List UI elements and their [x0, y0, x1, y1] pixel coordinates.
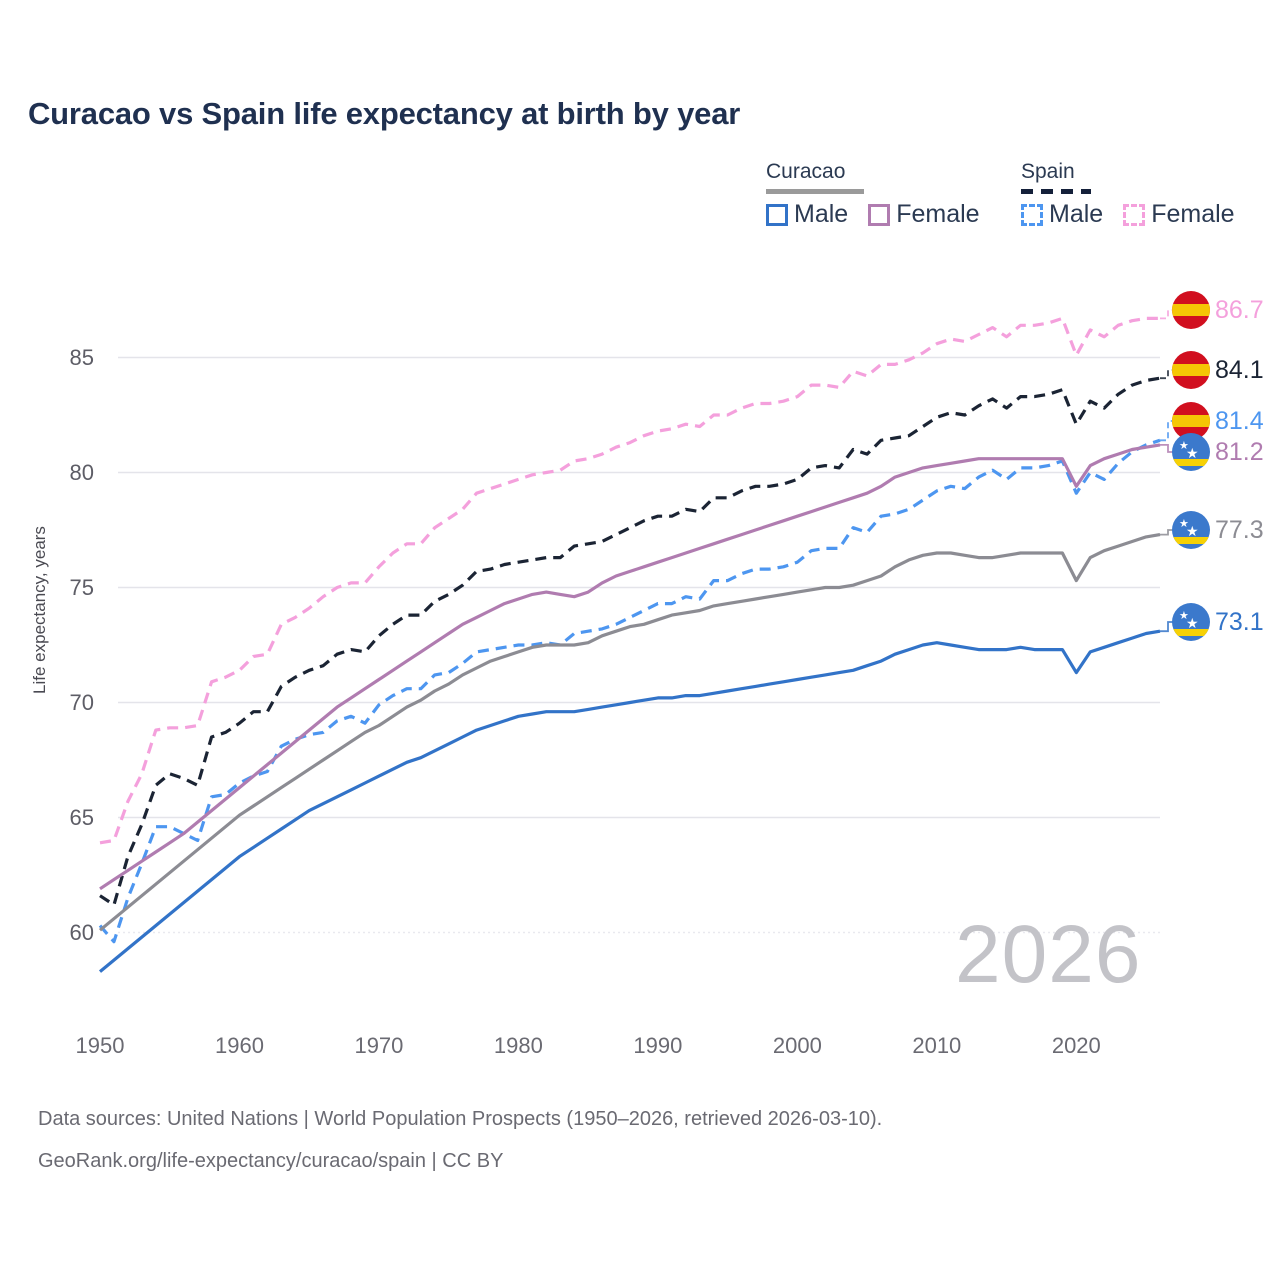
series-line — [99, 376, 1161, 907]
series-line — [98, 629, 1161, 973]
x-axis-tick: 1950 — [75, 1033, 125, 1058]
legend-item-spain-male[interactable]: Male — [1021, 200, 1103, 229]
series-end-label: ★ ★ 73.1 — [1172, 603, 1264, 641]
spain-flag-icon — [1172, 351, 1210, 389]
footer-attribution-line: GeoRank.org/life-expectancy/curacao/spai… — [38, 1150, 504, 1172]
end-value-text: 81.2 — [1215, 437, 1264, 466]
y-axis-tick: 70 — [69, 689, 94, 715]
y-axis-tick-labels: 60 65 70 75 80 85 — [34, 0, 94, 1280]
x-axis-tick: 1960 — [214, 1033, 264, 1058]
legend-rule-solid — [766, 189, 864, 194]
chart-legend: Curacao Male Female Spain Male — [0, 160, 1280, 240]
legend-group-spain: Spain Male Female — [1021, 160, 1235, 229]
page-title: Curacao vs Spain life expectancy at birt… — [28, 96, 741, 131]
end-value-text: 77.3 — [1215, 515, 1264, 544]
legend-group-curacao: Curacao Male Female — [766, 160, 980, 229]
end-value-text: 73.1 — [1215, 607, 1264, 636]
legend-swatch-icon — [766, 203, 788, 226]
legend-label: Female — [1151, 200, 1235, 228]
legend-label: Female — [896, 200, 980, 228]
legend-item-curacao-female[interactable]: Female — [868, 200, 980, 229]
curacao-flag-icon: ★ ★ — [1172, 433, 1210, 471]
y-axis-tick: 60 — [69, 919, 94, 945]
legend-label: Male — [1049, 200, 1104, 228]
legend-swatch-icon — [868, 203, 891, 226]
x-axis-tick: 1980 — [493, 1033, 543, 1058]
legend-group-title-curacao: Curacao — [766, 160, 846, 183]
legend-rule-dashed — [1021, 189, 1091, 194]
y-axis-tick: 75 — [69, 574, 94, 600]
legend-swatch-icon — [1123, 203, 1146, 226]
series-end-label: 81.4 — [1172, 402, 1264, 440]
y-axis-tick: 80 — [69, 459, 94, 485]
x-axis-tick: 1990 — [633, 1033, 683, 1058]
legend-item-curacao-male[interactable]: Male — [766, 200, 848, 229]
curacao-flag-icon: ★ ★ — [1172, 603, 1210, 641]
series-line — [98, 438, 1161, 944]
spain-flag-icon — [1172, 291, 1210, 329]
end-value-text: 81.4 — [1215, 406, 1264, 435]
x-axis-tick: 2010 — [912, 1033, 962, 1058]
x-axis-tick: 2020 — [1051, 1033, 1101, 1058]
legend-label: Male — [794, 200, 849, 228]
y-axis-title: Life expectancy, years — [30, 526, 49, 694]
legend-swatch-icon — [1021, 203, 1043, 226]
x-axis-tick: 1970 — [354, 1033, 404, 1058]
y-axis-tick: 65 — [69, 804, 94, 830]
series-end-label: 84.1 — [1172, 351, 1264, 389]
x-axis-tick: 2000 — [772, 1033, 822, 1058]
legend-item-spain-female[interactable]: Female — [1123, 200, 1235, 229]
series-end-label: ★ ★ 81.2 — [1172, 433, 1264, 471]
end-value-text: 84.1 — [1215, 355, 1264, 384]
curacao-flag-icon: ★ ★ — [1172, 511, 1210, 549]
footer-sources-line: Data sources: United Nations | World Pop… — [38, 1108, 883, 1130]
series-line — [99, 443, 1161, 891]
series-line — [99, 316, 1160, 845]
legend-group-title-spain: Spain — [1021, 160, 1075, 183]
end-value-text: 86.7 — [1215, 295, 1264, 324]
series-end-label: 86.7 — [1172, 291, 1264, 329]
year-watermark: 2026 — [955, 909, 1142, 1000]
series-line — [98, 533, 1161, 932]
y-axis-tick: 85 — [69, 344, 94, 370]
series-end-label: ★ ★ 77.3 — [1172, 511, 1264, 549]
